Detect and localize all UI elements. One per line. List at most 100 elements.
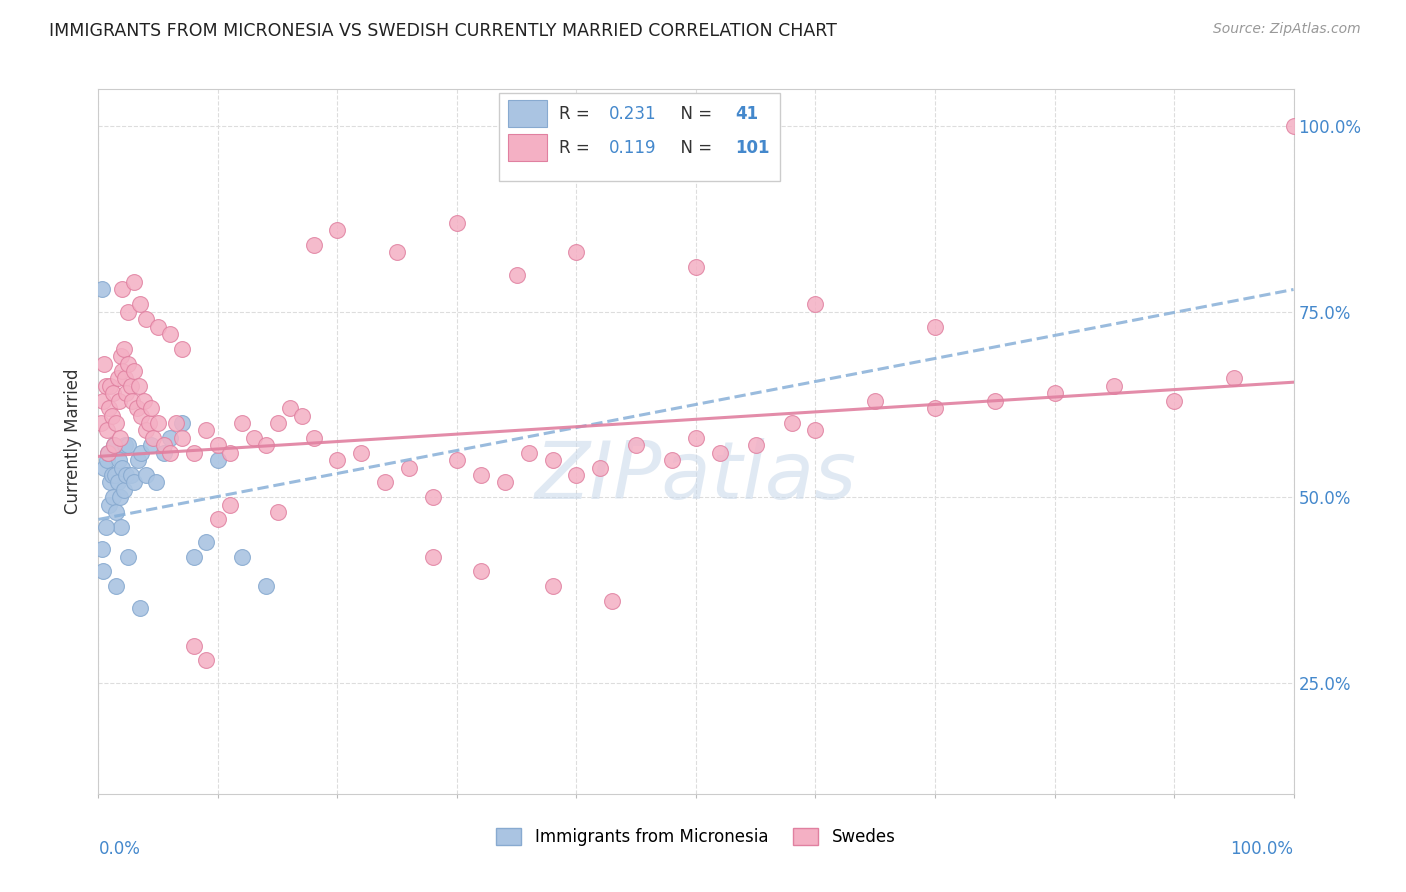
Point [131, 409, 153, 423]
Point [1104, 379, 1126, 393]
Point [709, 445, 731, 459]
Point [183, 549, 205, 564]
Point [101, 386, 124, 401]
Point [117, 438, 139, 452]
Point [984, 393, 1007, 408]
Point [195, 424, 218, 438]
Point [470, 565, 492, 579]
Point [138, 416, 160, 430]
Text: IMMIGRANTS FROM MICRONESIA VS SWEDISH CURRENTLY MARRIED CORRELATION CHART: IMMIGRANTS FROM MICRONESIA VS SWEDISH CU… [49, 22, 837, 40]
Text: 0.119: 0.119 [609, 138, 657, 157]
Point [124, 364, 146, 378]
Point [91, 542, 114, 557]
Point [139, 438, 162, 452]
Point [172, 416, 194, 430]
Point [291, 409, 314, 423]
Point [159, 445, 181, 459]
Point [207, 512, 229, 526]
Point [565, 245, 588, 260]
Point [278, 401, 301, 416]
Point [105, 579, 128, 593]
Point [153, 445, 176, 459]
Point [97, 445, 120, 459]
Point [267, 416, 290, 430]
Point [350, 445, 373, 459]
Point [804, 424, 827, 438]
Point [98, 379, 122, 393]
Point [91, 393, 114, 408]
Text: R =: R = [558, 105, 595, 123]
Point [602, 594, 624, 608]
Point [91, 283, 114, 297]
Point [924, 319, 946, 334]
Point [127, 453, 149, 467]
Point [195, 534, 218, 549]
Point [114, 371, 136, 385]
Point [254, 438, 277, 452]
Point [267, 505, 290, 519]
FancyBboxPatch shape [509, 135, 547, 161]
Point [254, 579, 277, 593]
Point [103, 438, 125, 452]
Text: 41: 41 [735, 105, 758, 123]
Point [470, 467, 492, 482]
Point [124, 475, 146, 490]
Point [231, 416, 253, 430]
Text: N =: N = [669, 138, 717, 157]
Point [110, 349, 132, 363]
Point [385, 245, 409, 260]
Point [422, 490, 444, 504]
Point [111, 460, 134, 475]
Point [131, 445, 153, 459]
Point [661, 453, 683, 467]
Point [117, 357, 139, 371]
Point [105, 416, 128, 430]
Point [108, 490, 131, 504]
Point [148, 319, 170, 334]
Point [101, 490, 124, 504]
Point [120, 379, 142, 393]
Point [129, 601, 152, 615]
Point [148, 416, 170, 430]
Point [685, 431, 707, 445]
Point [93, 357, 115, 371]
Point [96, 453, 118, 467]
Point [506, 268, 529, 282]
Point [541, 453, 564, 467]
Text: Source: ZipAtlas.com: Source: ZipAtlas.com [1213, 22, 1361, 37]
Point [924, 401, 946, 416]
Point [93, 460, 115, 475]
Point [111, 283, 134, 297]
Point [103, 438, 125, 452]
Point [398, 460, 420, 475]
Point [745, 438, 768, 452]
Point [865, 393, 887, 408]
Point [107, 475, 129, 490]
Point [129, 297, 152, 311]
Point [685, 260, 707, 275]
Point [626, 438, 648, 452]
Point [446, 453, 468, 467]
Point [326, 453, 349, 467]
Point [120, 467, 142, 482]
Legend: Immigrants from Micronesia, Swedes: Immigrants from Micronesia, Swedes [489, 821, 903, 853]
Point [302, 431, 325, 445]
Point [183, 639, 205, 653]
Point [219, 445, 242, 459]
Point [804, 297, 827, 311]
Point [111, 364, 134, 378]
Point [135, 312, 157, 326]
Point [124, 275, 146, 289]
Point [107, 393, 129, 408]
Point [90, 416, 112, 430]
Point [159, 326, 181, 341]
Point [183, 445, 205, 459]
FancyBboxPatch shape [499, 93, 780, 181]
Point [97, 445, 120, 459]
Point [589, 460, 612, 475]
Point [91, 565, 114, 579]
Point [125, 401, 148, 416]
Point [302, 238, 325, 252]
Point [132, 393, 155, 408]
Point [172, 431, 194, 445]
